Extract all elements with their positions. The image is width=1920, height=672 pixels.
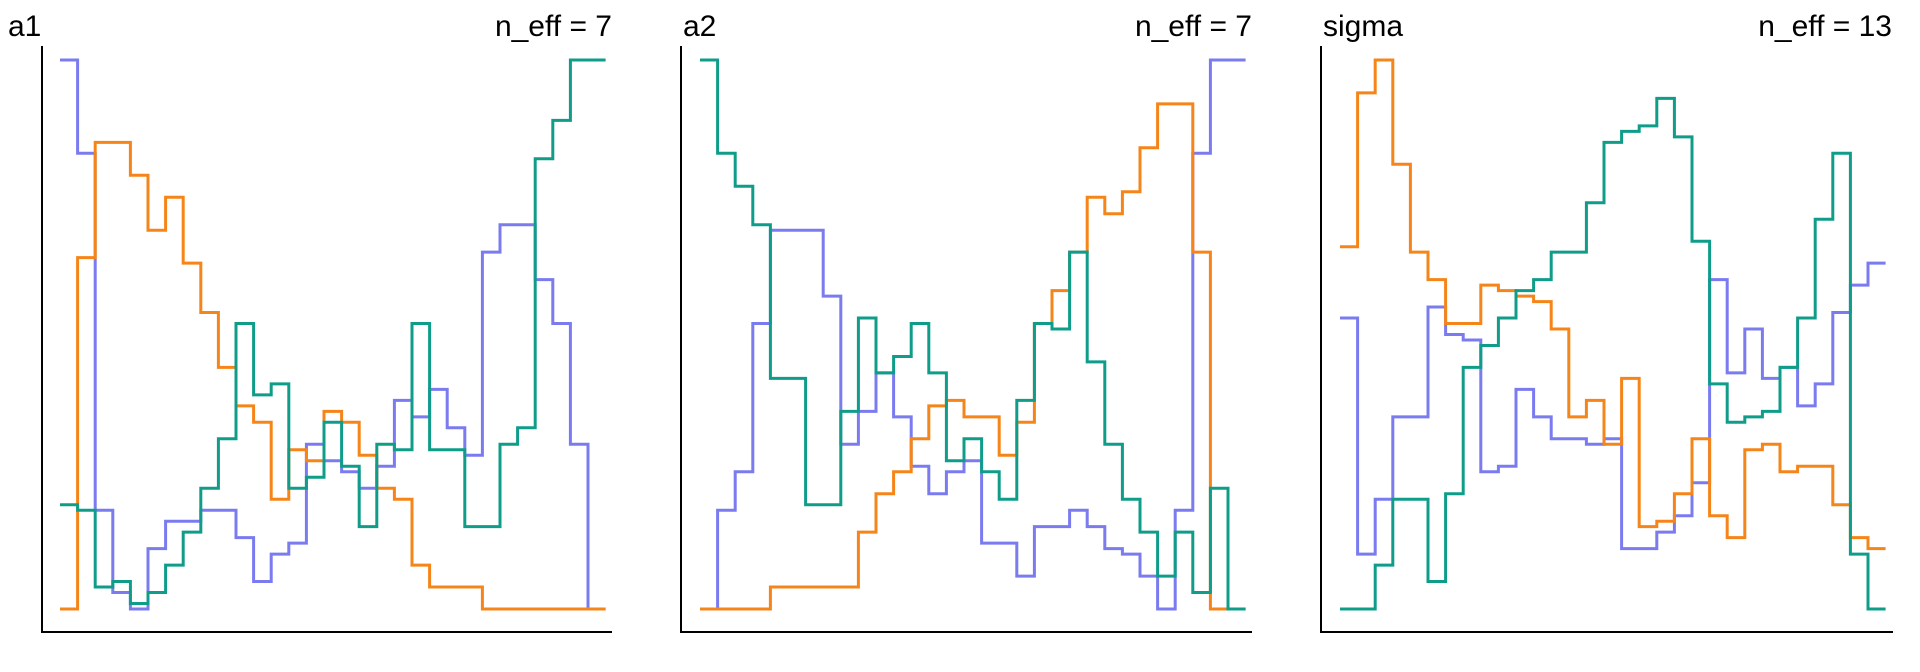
neff-label: n_eff = 7: [1135, 10, 1252, 43]
chain-1-trace: [700, 58, 1246, 611]
chain-3-trace: [60, 58, 606, 605]
chain-traces: [700, 58, 1246, 611]
axis-lines: [41, 46, 612, 633]
axis-lines: [680, 46, 1252, 633]
chain-2-trace: [700, 102, 1246, 611]
chain-1-trace: [1340, 261, 1886, 556]
chain-1-trace: [60, 58, 606, 611]
neff-label: n_eff = 13: [1758, 10, 1892, 43]
panel-title: a2: [683, 10, 716, 43]
chain-3-trace: [1340, 96, 1886, 611]
chain-traces: [60, 58, 606, 611]
chain-2-trace: [60, 140, 606, 611]
chain-traces: [1340, 58, 1886, 611]
panel-title: a1: [8, 10, 41, 43]
chain-3-trace: [700, 58, 1246, 611]
neff-label: n_eff = 7: [495, 10, 612, 43]
panel-sigma: sigma n_eff = 13: [1320, 10, 1893, 633]
panel-a2: a2 n_eff = 7: [680, 10, 1252, 633]
axis-lines: [1320, 46, 1893, 633]
chain-2-trace: [1340, 58, 1886, 551]
panel-title: sigma: [1323, 10, 1403, 43]
panel-a1: a1 n_eff = 7: [8, 10, 612, 633]
